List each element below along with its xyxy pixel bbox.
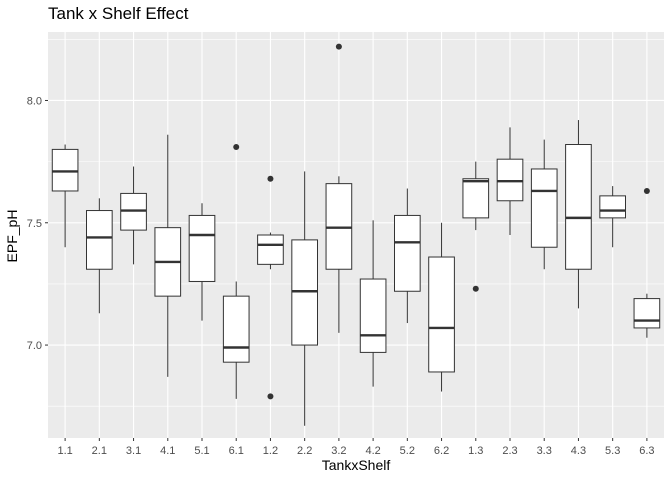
iqr-box [633, 298, 661, 329]
iqr-box [496, 158, 524, 202]
outlier-point [643, 187, 650, 194]
iqr-box [257, 234, 284, 265]
iqr-box [291, 239, 319, 346]
iqr-box [565, 144, 592, 270]
box-6.3 [633, 187, 661, 338]
box-4.2 [359, 220, 387, 387]
iqr-box [599, 195, 626, 219]
x-tick-label: 3.1 [126, 445, 141, 457]
x-tick-label: 1.1 [57, 445, 72, 457]
iqr-box [359, 278, 387, 353]
box-5.3 [599, 186, 626, 248]
plot-panel [48, 32, 664, 438]
x-tick-label: 2.3 [502, 445, 517, 457]
box-series [51, 43, 661, 426]
outlier-point [472, 285, 479, 292]
x-axis: 1.1 2.1 3.1 4.1 5.1 6.1 1.2 2.2 3.2 4.2 5.2 6.2 1.3 2… [57, 438, 655, 457]
box-1.2 [257, 175, 284, 400]
x-tick-label: 6.3 [639, 445, 654, 457]
box-6.1 [222, 143, 250, 399]
x-tick-label: 4.1 [160, 445, 175, 457]
chart-title: Tank x Shelf Effect [48, 4, 189, 23]
x-tick-label: 4.3 [571, 445, 586, 457]
box-3.3 [530, 139, 558, 270]
box-6.2 [428, 222, 455, 392]
y-tick-label: 7.5 [27, 218, 42, 230]
x-tick-label: 4.2 [365, 445, 380, 457]
iqr-box [188, 214, 216, 282]
outlier-point [233, 143, 240, 150]
iqr-box [86, 210, 113, 270]
y-tick-label: 8.0 [27, 95, 42, 107]
box-5.1 [188, 203, 216, 321]
iqr-box [394, 214, 421, 292]
box-2.3 [496, 127, 524, 235]
x-tick-label: 3.2 [331, 445, 346, 457]
outlier-point [267, 175, 274, 182]
iqr-box [428, 256, 455, 373]
x-axis-title: TankxShelf [322, 457, 391, 473]
x-tick-label: 5.2 [400, 445, 415, 457]
y-axis: 7.0 7.5 8.0 [27, 95, 48, 352]
box-1.3 [462, 161, 490, 292]
y-axis-title: EPF_pH [4, 210, 20, 263]
box-4.3 [565, 120, 592, 309]
y-tick-label: 7.0 [27, 340, 42, 352]
box-5.2 [394, 188, 421, 324]
x-tick-label: 5.1 [194, 445, 209, 457]
outlier-point [335, 43, 342, 50]
x-tick-label: 3.3 [537, 445, 552, 457]
x-tick-label: 2.2 [297, 445, 312, 457]
x-tick-label: 2.1 [92, 445, 107, 457]
x-tick-label: 6.1 [229, 445, 244, 457]
iqr-box [325, 183, 353, 270]
box-2.1 [86, 198, 113, 314]
x-tick-label: 6.2 [434, 445, 449, 457]
x-tick-label: 5.3 [605, 445, 620, 457]
box-3.2 [325, 43, 353, 333]
iqr-box [462, 178, 490, 219]
iqr-box [120, 192, 147, 231]
x-tick-label: 1.2 [263, 445, 278, 457]
box-4.1 [154, 134, 182, 377]
outlier-point [267, 393, 274, 400]
iqr-box [51, 148, 79, 192]
x-tick-label: 1.3 [468, 445, 483, 457]
iqr-box [222, 295, 250, 363]
box-2.2 [291, 171, 319, 426]
box-3.1 [120, 166, 147, 265]
box-1.1 [51, 144, 79, 248]
iqr-box [530, 168, 558, 248]
